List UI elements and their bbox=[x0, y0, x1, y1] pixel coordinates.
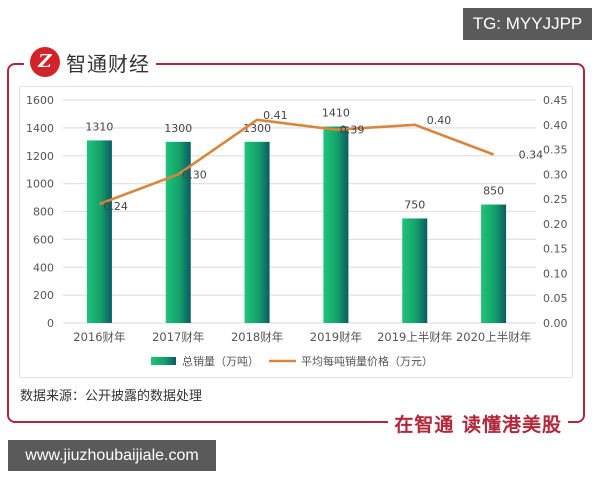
x-axis-label: 2017财年 bbox=[152, 330, 204, 344]
bar-value-label: 1300 bbox=[243, 122, 271, 135]
bar bbox=[323, 126, 349, 323]
watermark-bottom: www.jiuzhoubaijiale.com bbox=[8, 440, 216, 471]
right-axis-tick: 0.20 bbox=[543, 218, 568, 231]
line-value-label: 0.30 bbox=[182, 168, 207, 181]
bar-value-label: 1300 bbox=[164, 122, 192, 135]
left-axis-tick: 1600 bbox=[26, 94, 54, 107]
x-axis-label: 2016财年 bbox=[73, 330, 125, 344]
left-axis-tick: 600 bbox=[33, 233, 54, 246]
right-axis-tick: 0.35 bbox=[543, 144, 568, 157]
line-value-label: 0.34 bbox=[519, 149, 544, 162]
bar-value-label: 1310 bbox=[85, 120, 113, 133]
left-axis-tick: 1200 bbox=[26, 150, 54, 163]
line-value-label: 0.24 bbox=[103, 200, 128, 213]
line-value-label: 0.41 bbox=[263, 109, 288, 122]
left-axis-tick: 1000 bbox=[26, 178, 54, 191]
brand-frame bbox=[7, 63, 585, 423]
brand-name: 智通财经 bbox=[66, 51, 150, 76]
bar bbox=[244, 141, 270, 323]
combo-chart: 0 200 400 600 800 1000 1200 1400 1600 0.00 0.05 0.1… bbox=[26, 94, 568, 368]
slogan-wrap: 在智通 读懂港美股 bbox=[388, 410, 568, 436]
right-axis-tick: 0.05 bbox=[543, 292, 568, 305]
left-axis-tick: 200 bbox=[33, 289, 54, 302]
line-value-label: 0.39 bbox=[340, 124, 365, 137]
right-axis-tick: 0.25 bbox=[543, 193, 568, 206]
right-axis-tick: 0.45 bbox=[543, 94, 568, 107]
right-axis-tick: 0.10 bbox=[543, 267, 568, 280]
line-value-label: 0.40 bbox=[427, 114, 452, 127]
right-axis-tick: 0.00 bbox=[543, 317, 568, 330]
x-axis-label: 2019上半财年 bbox=[377, 330, 452, 344]
bar-value-label: 850 bbox=[483, 185, 504, 198]
legend-line-label: 平均每吨销量价格（万元） bbox=[301, 354, 433, 368]
brand-slogan: 在智通 读懂港美股 bbox=[394, 413, 562, 436]
logo-icon: Z bbox=[30, 47, 60, 77]
right-axis-tick: 0.40 bbox=[543, 119, 568, 132]
bar bbox=[165, 141, 191, 323]
bar-value-label: 1410 bbox=[322, 106, 350, 119]
legend-bar-label: 总销量（万吨） bbox=[182, 354, 259, 368]
left-axis-tick: 400 bbox=[33, 261, 54, 274]
x-axis-label: 2018财年 bbox=[231, 330, 283, 344]
right-axis-tick: 0.30 bbox=[543, 168, 568, 181]
bar bbox=[86, 140, 112, 323]
left-axis-tick: 0 bbox=[47, 317, 54, 330]
watermark-top: TG: MYYJJPP bbox=[463, 8, 592, 40]
chart-container: 0 200 400 600 800 1000 1200 1400 1600 0.00 0.05 0.1… bbox=[19, 86, 573, 378]
x-axis-label: 2019财年 bbox=[310, 330, 362, 344]
source-note: 数据来源：公开披露的数据处理 bbox=[20, 389, 203, 404]
x-axis-label: 2020上半财年 bbox=[456, 330, 531, 344]
price-line bbox=[98, 118, 495, 206]
bar bbox=[402, 218, 428, 323]
right-axis-tick: 0.15 bbox=[543, 243, 568, 256]
bar bbox=[481, 204, 507, 323]
bar-value-label: 750 bbox=[404, 198, 425, 211]
legend-bar-swatch bbox=[151, 357, 176, 365]
left-axis-tick: 800 bbox=[33, 206, 54, 219]
left-axis-tick: 1400 bbox=[26, 122, 54, 135]
brand-logo: Z 智通财经 bbox=[24, 44, 156, 80]
